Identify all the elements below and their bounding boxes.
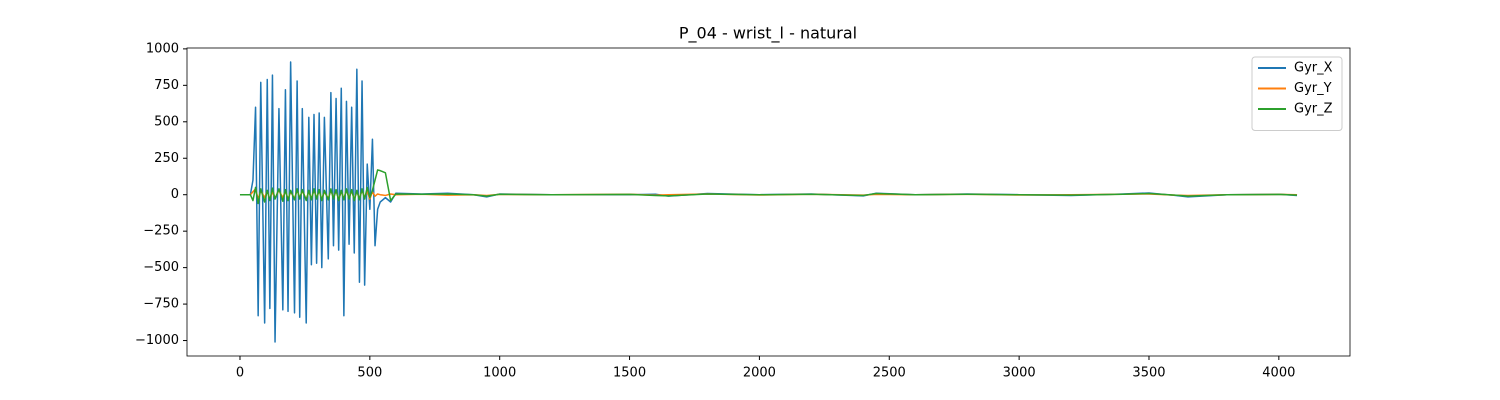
x-tick-label: 3500: [1132, 366, 1165, 381]
legend-label: Gyr_Z: [1294, 102, 1333, 117]
legend-box: [1251, 56, 1343, 131]
y-tick-label: −1000: [135, 333, 179, 348]
series-line: [239, 61, 1298, 343]
y-tick-label: −500: [143, 260, 179, 275]
legend-label: Gyr_X: [1294, 61, 1333, 76]
y-tick-label: 0: [171, 187, 179, 202]
legend-label: Gyr_Y: [1294, 81, 1332, 96]
x-tick-label: 4000: [1262, 366, 1295, 381]
y-tick-label: 750: [154, 78, 179, 93]
series-line: [239, 169, 1298, 205]
x-tick-label: 3000: [1003, 366, 1036, 381]
x-tick-label: 2500: [873, 366, 906, 381]
y-tick-label: 250: [154, 151, 179, 166]
x-tick-label: 0: [236, 366, 244, 381]
y-tick-label: 500: [154, 114, 179, 129]
y-tick-label: −750: [143, 297, 179, 312]
x-tick-label: 1000: [483, 366, 516, 381]
y-tick-label: 1000: [146, 41, 179, 56]
plot-frame: [186, 47, 1351, 357]
x-tick-label: 1500: [613, 366, 646, 381]
x-tick-label: 500: [357, 366, 382, 381]
x-tick-label: 2000: [743, 366, 776, 381]
chart-title: P_04 - wrist_l - natural: [679, 24, 857, 44]
y-tick-label: −250: [143, 224, 179, 239]
